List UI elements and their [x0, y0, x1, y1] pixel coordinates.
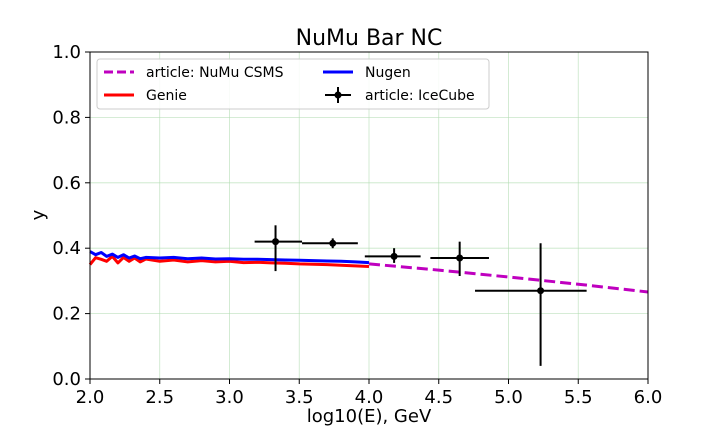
x-tick-label: 2.0: [76, 387, 105, 408]
x-tick-label: 5.0: [494, 387, 523, 408]
legend-entry-nugen: Nugen: [323, 65, 411, 81]
data-point-article-icecube: [430, 241, 489, 276]
x-tick-label: 5.5: [564, 387, 593, 408]
y-tick-label: 0.6: [52, 173, 81, 194]
data-marker: [456, 254, 464, 262]
chart-title: NuMu Bar NC: [296, 26, 443, 51]
data-marker: [329, 239, 337, 247]
legend-label: Genie: [146, 88, 187, 104]
y-tick-label: 0.2: [52, 304, 81, 325]
data-point-article-icecube: [364, 248, 421, 263]
x-tick-label: 6.0: [634, 387, 663, 408]
data-marker: [537, 287, 545, 295]
y-axis-ticks: 0.0 0.2 0.4 0.6 0.8 1.0: [52, 42, 90, 390]
x-tick-label: 3.5: [285, 387, 314, 408]
x-axis-label: log10(E), GeV: [307, 406, 432, 427]
legend: article: NuMu CSMS Genie Nugen article: Ice…: [96, 58, 490, 110]
series-line-genie: [88, 254, 370, 268]
series-line-article-numu-csms: [368, 262, 649, 294]
x-axis-ticks: 2.0 2.5 3.0 3.5 4.0 4.5 5.0 5.5 6.0: [76, 379, 663, 408]
plot-series: [88, 225, 649, 366]
y-tick-label: 0.4: [52, 238, 81, 259]
y-tick-label: 1.0: [52, 42, 81, 63]
data-point-article-icecube: [302, 238, 358, 249]
data-marker: [272, 238, 280, 246]
legend-entry-genie: Genie: [104, 88, 187, 104]
legend-label: Nugen: [365, 65, 411, 81]
x-tick-label: 4.0: [355, 387, 384, 408]
x-tick-label: 2.5: [145, 387, 174, 408]
data-marker: [390, 252, 398, 260]
legend-entry-article-numu-csms: article: NuMu CSMS: [104, 65, 284, 81]
legend-swatch: [334, 91, 342, 99]
legend-entry-article-icecube: article: IceCube: [325, 87, 475, 104]
x-tick-label: 4.5: [424, 387, 453, 408]
y-tick-label: 0.0: [52, 369, 81, 390]
legend-box: [96, 58, 490, 110]
series-line-nugen: [89, 250, 370, 265]
data-point-article-icecube: [475, 243, 587, 366]
x-tick-label: 3.0: [215, 387, 244, 408]
legend-label: article: IceCube: [365, 88, 475, 104]
y-axis-label: y: [28, 209, 49, 220]
data-point-article-icecube: [254, 225, 303, 272]
legend-label: article: NuMu CSMS: [146, 65, 284, 81]
y-tick-label: 0.8: [52, 107, 81, 128]
